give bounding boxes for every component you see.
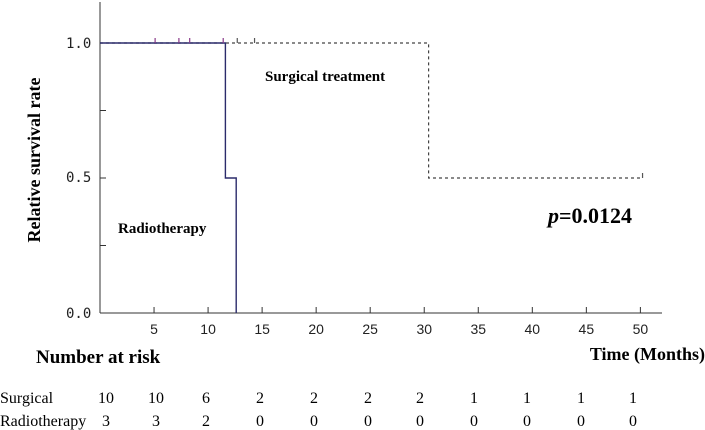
y-tick-label-05: 0.5 bbox=[66, 170, 91, 186]
risk-value-surgical-11: 1 bbox=[629, 390, 637, 407]
x-tick-label-15: 15 bbox=[254, 321, 270, 337]
x-tick-label-20: 20 bbox=[308, 321, 324, 337]
risk-value-surgical-5: 2 bbox=[310, 390, 318, 407]
risk-value-surgical-6: 2 bbox=[364, 390, 372, 407]
y-tick-label-0: 0.0 bbox=[66, 306, 91, 322]
risk-value-surgical-9: 1 bbox=[523, 390, 531, 407]
x-tick-label-40: 40 bbox=[525, 321, 541, 337]
risk-value-radiotherapy-7: 0 bbox=[416, 413, 424, 430]
y-tick-label-1: 1.0 bbox=[66, 36, 91, 52]
risk-value-radiotherapy-10: 0 bbox=[577, 413, 585, 430]
p-value-annotation: p=0.0124 bbox=[546, 203, 632, 228]
y-axis-title: Relative survival rate bbox=[24, 78, 44, 243]
risk-value-surgical-3: 6 bbox=[202, 390, 210, 407]
radiotherapy-annotation: Radiotherapy bbox=[118, 221, 207, 237]
risk-value-surgical-1: 10 bbox=[98, 390, 114, 407]
risk-value-radiotherapy-6: 0 bbox=[364, 413, 372, 430]
risk-value-surgical-10: 1 bbox=[577, 390, 585, 407]
risk-value-surgical-4: 2 bbox=[256, 390, 264, 407]
p-value: =0.0124 bbox=[559, 203, 632, 228]
risk-value-radiotherapy-1: 3 bbox=[102, 413, 110, 430]
risk-value-surgical-7: 2 bbox=[416, 390, 424, 407]
x-axis-title: Time (Months) bbox=[590, 344, 705, 365]
risk-table-title: Number at risk bbox=[36, 347, 161, 368]
radiotherapy-survival-curve bbox=[100, 42, 237, 313]
surgical-annotation: Surgical treatment bbox=[265, 69, 385, 85]
risk-value-radiotherapy-2: 3 bbox=[152, 413, 160, 430]
risk-value-radiotherapy-8: 0 bbox=[470, 413, 478, 430]
risk-value-radiotherapy-3: 2 bbox=[202, 413, 210, 430]
risk-row-label-radiotherapy: Radiotherapy bbox=[0, 413, 86, 430]
risk-value-radiotherapy-5: 0 bbox=[310, 413, 318, 430]
x-tick-label-35: 35 bbox=[470, 321, 486, 337]
risk-value-surgical-8: 1 bbox=[470, 390, 478, 407]
x-tick-label-5: 5 bbox=[150, 321, 158, 337]
x-tick-label-10: 10 bbox=[200, 321, 216, 337]
x-tick-label-50: 50 bbox=[633, 321, 649, 337]
risk-row-label-surgical: Surgical bbox=[0, 390, 54, 407]
x-tick-label-45: 45 bbox=[579, 321, 595, 337]
risk-value-radiotherapy-11: 0 bbox=[629, 413, 637, 430]
risk-value-radiotherapy-9: 0 bbox=[523, 413, 531, 430]
x-tick-label-25: 25 bbox=[362, 321, 378, 337]
surgical-survival-curve bbox=[100, 42, 643, 179]
risk-value-radiotherapy-4: 0 bbox=[256, 413, 264, 430]
x-tick-label-30: 30 bbox=[416, 321, 432, 337]
risk-value-surgical-2: 10 bbox=[148, 390, 164, 407]
p-symbol: p bbox=[546, 203, 559, 228]
